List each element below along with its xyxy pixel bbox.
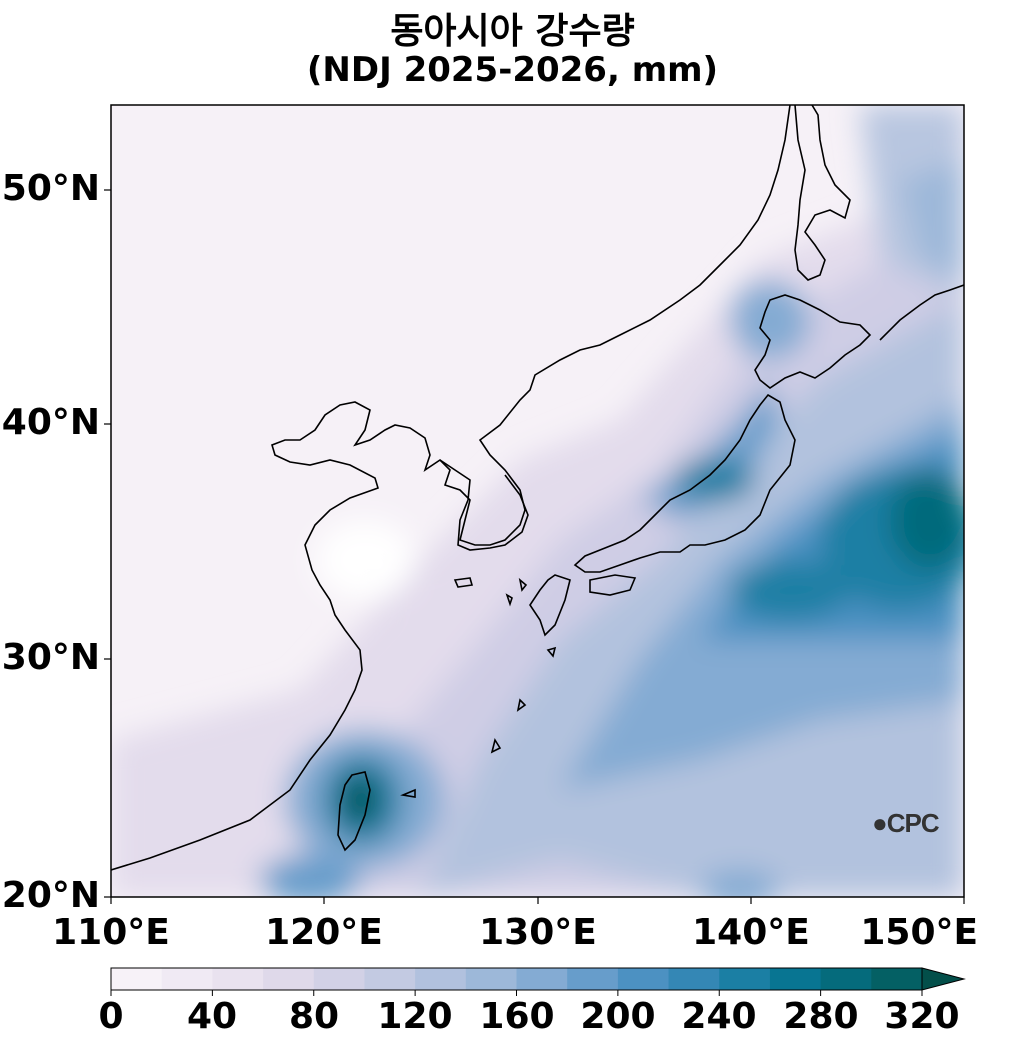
precipitation-field (111, 105, 964, 897)
colorbar-segment (212, 968, 264, 990)
colorbar-segment (567, 968, 619, 990)
colorbar-segment (364, 968, 416, 990)
colorbar-segment (871, 968, 923, 990)
colorbar-label: 160 (479, 996, 555, 1037)
cpc-logo: ●CPC (872, 808, 940, 839)
y-tick-label: 40°N (1, 402, 100, 443)
y-tick-label: 30°N (1, 637, 100, 678)
cpc-logo-text: CPC (886, 808, 940, 838)
colorbar-label: 40 (186, 996, 238, 1037)
colorbar-segment (313, 968, 365, 990)
colorbar-segment (820, 968, 872, 990)
colorbar-label: 280 (783, 996, 859, 1037)
colorbar-segment (465, 968, 517, 990)
colorbar-label: 200 (580, 996, 656, 1037)
colorbar-segment (516, 968, 568, 990)
colorbar-extend-arrow (921, 967, 966, 991)
colorbar-segment (769, 968, 822, 990)
x-tick-label: 150°E (860, 912, 979, 953)
chart-title: 동아시아 강수량 (390, 11, 635, 52)
colorbar-segment (415, 968, 467, 990)
colorbar-segment (617, 968, 670, 990)
colorbar-label: 120 (377, 996, 453, 1037)
colorbar-segment (111, 968, 163, 990)
colorbar-label: 80 (288, 996, 340, 1037)
colorbar-segment (668, 968, 720, 990)
colorbar-label: 240 (681, 996, 757, 1037)
colorbar-segment (263, 968, 315, 990)
colorbar-segment (161, 968, 213, 990)
cpc-logo-mark: ● (872, 808, 888, 838)
colorbar-label: 320 (884, 996, 960, 1037)
x-tick-label: 120°E (265, 912, 383, 953)
chart-subtitle: (NDJ 2025-2026, mm) (306, 50, 719, 90)
colorbar-label: 0 (98, 996, 124, 1037)
coastlines (111, 105, 964, 871)
colorbar-segment (719, 968, 771, 990)
x-tick-label: 140°E (692, 912, 810, 953)
y-tick-label: 50°N (1, 168, 100, 209)
colorbar (110, 967, 966, 996)
axis-ticks (104, 189, 965, 904)
y-tick-label: 20°N (1, 875, 100, 916)
x-tick-label: 110°E (52, 912, 170, 953)
x-tick-label: 130°E (479, 912, 597, 953)
